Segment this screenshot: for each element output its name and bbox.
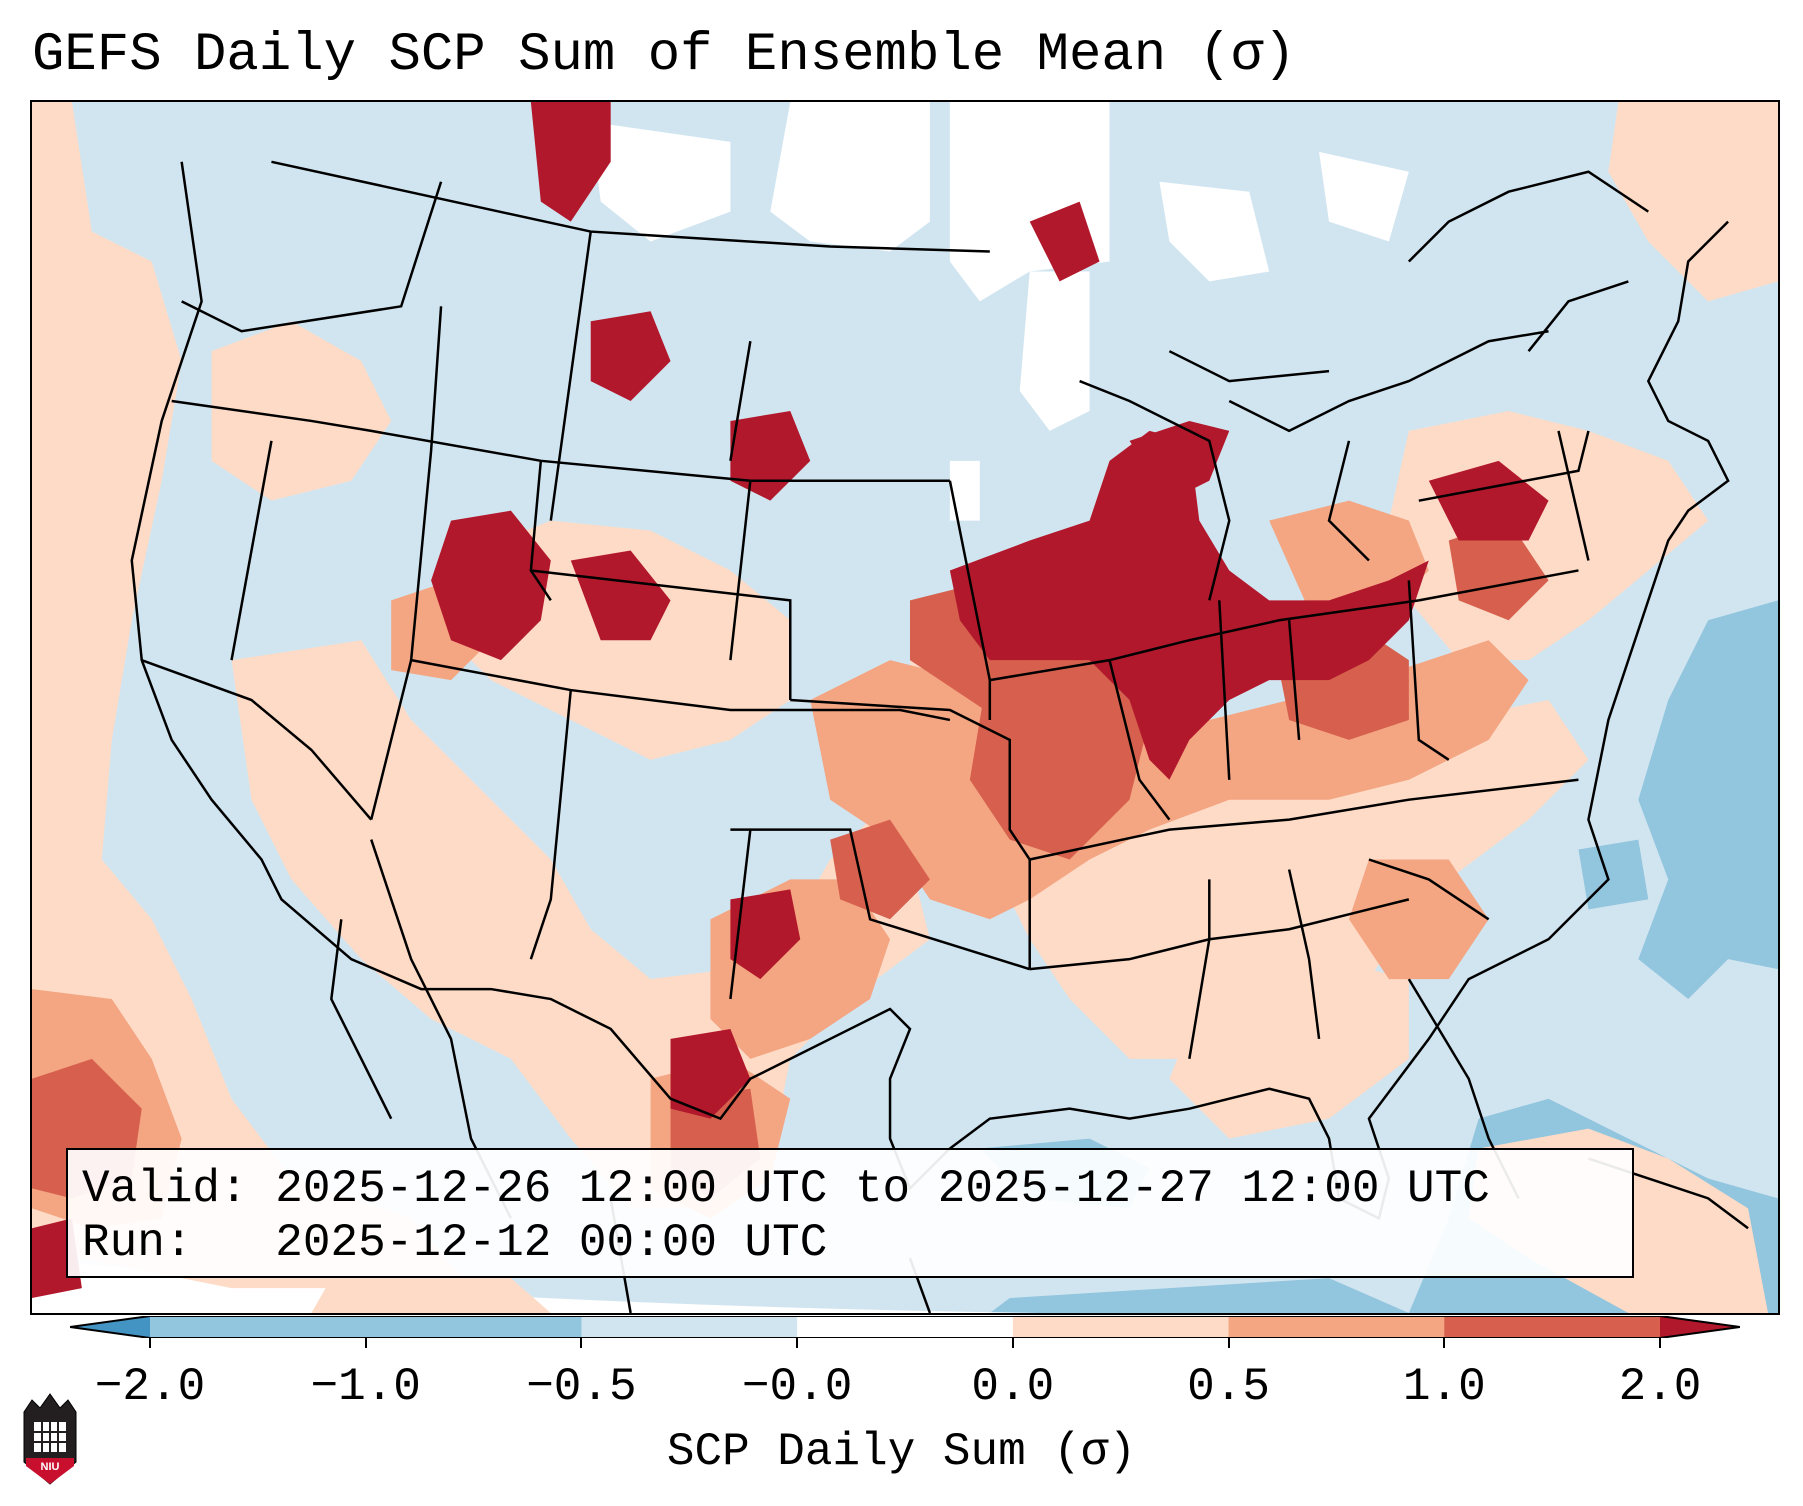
- colorbar-bin: [581, 1316, 798, 1338]
- map-title: GEFS Daily SCP Sum of Ensemble Mean (σ): [32, 25, 1296, 86]
- colorbar-tick-label: −0.0: [741, 1361, 853, 1413]
- map-panel: [30, 100, 1780, 1315]
- colorbar-tick-label: −0.5: [526, 1361, 637, 1413]
- colorbar-tick-label: 1.0: [1402, 1361, 1486, 1413]
- valid-line: Valid: 2025-12-26 12:00 UTC to 2025-12-2…: [82, 1162, 1618, 1216]
- run-value: 2025-12-12 00:00 UTC: [275, 1217, 828, 1269]
- valid-label: Valid:: [82, 1163, 248, 1215]
- map-canvas: [32, 102, 1778, 1313]
- run-line: Run: 2025-12-12 00:00 UTC: [82, 1216, 1618, 1270]
- colorbar-tick-label: −2.0: [94, 1361, 206, 1413]
- colorbar-tick-mark: [1659, 1338, 1661, 1348]
- colorbar-bin: [1444, 1316, 1661, 1338]
- colorbar-bin: [1012, 1316, 1230, 1338]
- colorbar-bin: [1228, 1316, 1445, 1338]
- colorbar-tick-mark: [580, 1338, 583, 1348]
- niu-logo-text: NIU: [41, 1461, 60, 1473]
- colorbar-tick-label: 2.0: [1618, 1361, 1702, 1413]
- validity-info-box: Valid: 2025-12-26 12:00 UTC to 2025-12-2…: [66, 1148, 1634, 1278]
- run-label: Run:: [82, 1217, 193, 1269]
- colorbar-tick-mark: [149, 1338, 151, 1348]
- colorbar-bin: [150, 1316, 367, 1338]
- colorbar-tick-label: 0.5: [1187, 1361, 1270, 1413]
- colorbar-tick-label: 0.0: [971, 1361, 1055, 1413]
- colorbar-tick-mark: [1011, 1338, 1014, 1348]
- colorbar-tick-mark: [364, 1338, 367, 1348]
- colorbar-tick-mark: [796, 1338, 799, 1348]
- colorbar-tick-mark: [1443, 1338, 1446, 1348]
- colorbar-tick-mark: [1227, 1338, 1230, 1348]
- valid-value: 2025-12-26 12:00 UTC to 2025-12-27 12:00…: [275, 1163, 1490, 1215]
- niu-logo: NIU: [23, 1393, 77, 1485]
- colorbar-bin: [365, 1316, 582, 1338]
- colorbar-label: SCP Daily Sum (σ): [666, 1426, 1137, 1478]
- colorbar: [70, 1316, 1740, 1338]
- colorbar-extend-low: [70, 1316, 150, 1338]
- colorbar-bin: [797, 1316, 1014, 1338]
- colorbar-extend-high: [1660, 1316, 1740, 1338]
- colorbar-tick-label: −1.0: [310, 1361, 421, 1413]
- map-boundaries: [130, 160, 1749, 1313]
- colorbar-bins: [150, 1316, 1661, 1338]
